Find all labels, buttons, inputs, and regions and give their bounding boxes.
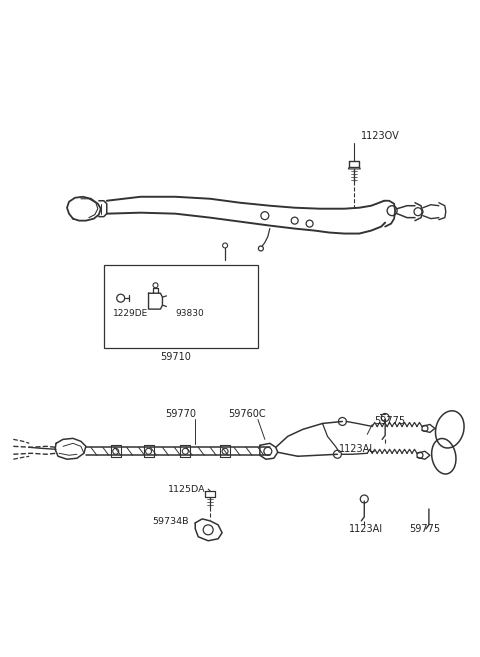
- Text: 1123OV: 1123OV: [361, 131, 400, 141]
- Text: 1123AI: 1123AI: [349, 524, 384, 534]
- Bar: [104, 265, 258, 348]
- Text: 1125DA: 1125DA: [168, 485, 206, 493]
- Text: 59775: 59775: [374, 417, 405, 426]
- Text: 1123AL: 1123AL: [339, 444, 376, 454]
- Text: 59710: 59710: [160, 352, 191, 362]
- Text: 59734B: 59734B: [153, 517, 189, 526]
- Text: 1229DE: 1229DE: [113, 309, 148, 317]
- Text: 59760C: 59760C: [228, 409, 266, 420]
- Text: 93830: 93830: [175, 309, 204, 317]
- Text: 59770: 59770: [166, 409, 196, 420]
- Text: 59775: 59775: [409, 524, 440, 534]
